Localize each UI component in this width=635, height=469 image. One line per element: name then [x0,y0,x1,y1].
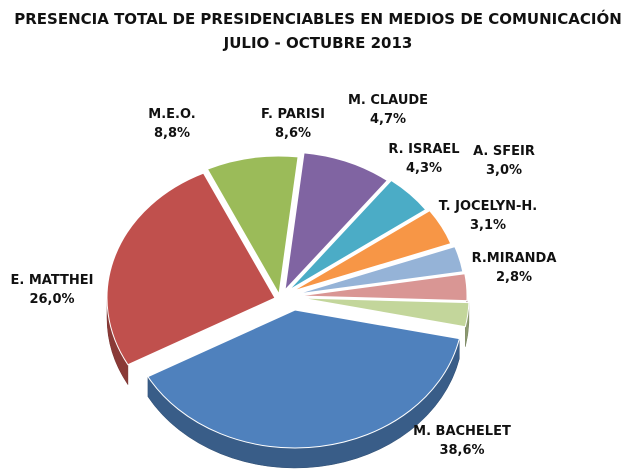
slice-label-value: 4,3% [406,161,442,176]
slice-r-israel [292,210,452,292]
chart-subtitle: JULIO - OCTUBRE 2013 [223,34,413,52]
chart-title: PRESENCIA TOTAL DE PRESIDENCIABLES EN ME… [14,9,622,28]
slice-label: A. SFEIR 3,0% [473,144,535,178]
slice-label-name: R.MIRANDA [472,251,557,266]
slice-m-e-o [206,155,299,296]
slice-label-value: 8,6% [275,126,311,141]
slice-label-value: 4,7% [370,112,406,127]
slice-t-jocelyn-h [298,273,468,302]
pie-slices [106,152,470,469]
slice-f-parisi [284,152,389,292]
slice-label-value: 38,6% [439,443,484,458]
slice-label-value: 26,0% [29,292,74,307]
slice-label-name: E. MATTHEI [11,273,94,288]
slice-label: F. PARISI 8,6% [261,107,325,141]
slice-label: R.MIRANDA 2,8% [472,251,557,285]
slice-labels: M. BACHELET 38,6% E. MATTHEI 26,0% M.E.O. 8,8… [11,93,557,458]
slice-m-claude [288,179,427,291]
slice-label-value: 2,8% [496,270,532,285]
slice-m-bachelet [147,309,460,449]
slice-label-name: M. BACHELET [413,424,511,439]
slice-label-name: A. SFEIR [473,144,535,159]
slice-e-matthei [106,172,276,366]
slice-label-name: T. JOCELYN-H. [439,199,537,214]
slice-label-name: M. CLAUDE [348,93,428,108]
slice-r-miranda [300,297,470,328]
slice-label-value: 3,0% [486,163,522,178]
slice-label: E. MATTHEI 26,0% [11,273,94,307]
slice-label-name: F. PARISI [261,107,325,122]
slice-label: M. CLAUDE 4,7% [348,93,428,127]
slice-label: M. BACHELET 38,6% [413,424,511,458]
slice-a-sfeir [296,246,464,295]
slice-label: R. ISRAEL 4,3% [388,142,459,176]
slice-label-name: R. ISRAEL [388,142,459,157]
slice-label: M.E.O. 8,8% [148,107,195,141]
slice-label-value: 8,8% [154,126,190,141]
slice-label-name: M.E.O. [148,107,195,122]
slice-label-value: 3,1% [470,218,506,233]
slice-label: T. JOCELYN-H. 3,1% [439,199,537,233]
